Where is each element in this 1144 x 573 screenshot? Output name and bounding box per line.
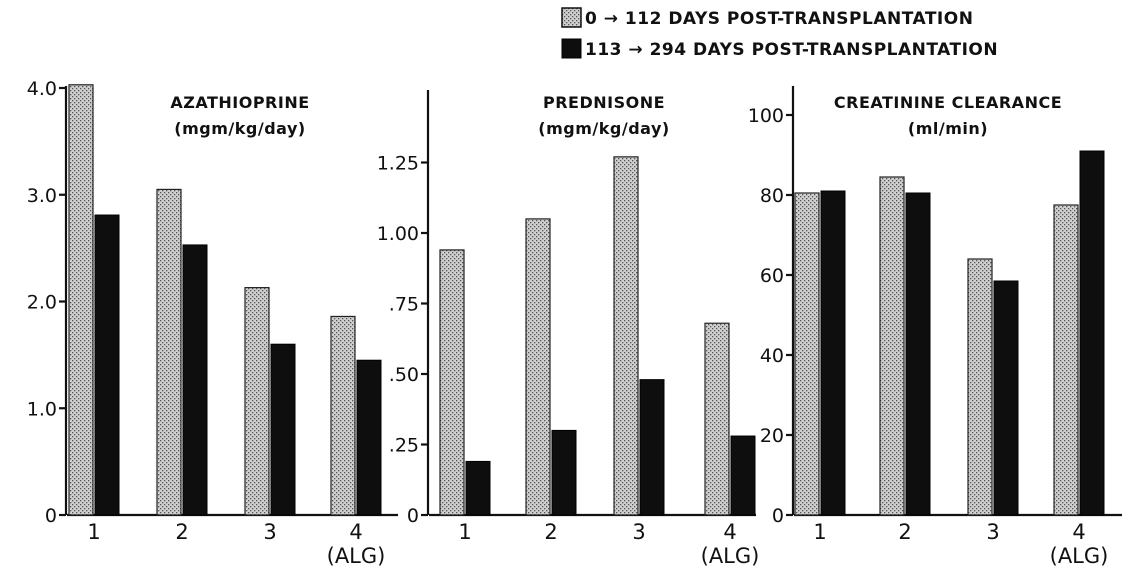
bar-creatinine-cat1-series1 [794,192,820,516]
bar-prednisone-cat4-series1 [704,322,730,516]
y-tick-label-prednisone: .75 [389,294,419,316]
bar-azathioprine-cat1-series1 [68,84,94,516]
bar-azathioprine-cat2-series2 [182,244,208,516]
legend-label-late: 113 → 294 DAYS POST-TRANSPLANTATION [585,40,998,60]
x-tick-label-creatinine: 2 [898,520,911,544]
bar-creatinine-cat3-series1 [967,258,993,516]
y-tick-label-prednisone: .50 [389,364,419,386]
x-tick-label-azathioprine: 1 [87,520,100,544]
y-tick-label-creatinine: 60 [760,265,784,287]
panel-subtitle-creatinine: (ml/min) [908,119,988,138]
y-tick-label-prednisone: 0 [407,505,419,527]
bar-prednisone-cat2-series1 [525,218,551,516]
x-tick-label-creatinine: 4 [1072,520,1085,544]
panel-azathioprine: AZATHIOPRINE (mgm/kg/day) [170,93,309,138]
bar-creatinine-cat3-series2 [993,280,1019,516]
y-tick-label-prednisone: 1.25 [377,153,419,175]
panel-creatinine-clearance: CREATININE CLEARANCE (ml/min) [834,93,1062,138]
y-tick-label-azathioprine: 0 [45,505,57,527]
legend-swatch-stippled [561,7,582,28]
x-tick-label-prednisone: 1 [458,520,471,544]
x-tick-label-azathioprine: 3 [263,520,276,544]
x-tick-note-creatinine: (ALG) [1050,544,1109,568]
bar-azathioprine-cat1-series2 [94,214,120,516]
bar-creatinine-cat2-series1 [879,176,905,516]
y-tick-label-creatinine: 0 [772,505,784,527]
bar-azathioprine-cat4-series2 [356,359,382,516]
y-tick-label-creatinine: 100 [748,105,784,127]
bar-prednisone-cat3-series2 [639,379,665,516]
panel-prednisone: PREDNISONE (mgm/kg/day) [538,93,669,138]
x-tick-label-azathioprine: 2 [175,520,188,544]
x-tick-label-prednisone: 2 [544,520,557,544]
bar-prednisone-cat1-series1 [439,249,465,516]
x-tick-label-prednisone: 4 [723,520,736,544]
bar-azathioprine-cat3-series2 [270,343,296,516]
bar-prednisone-cat4-series2 [730,435,756,516]
bar-prednisone-cat1-series2 [465,460,491,516]
x-tick-label-prednisone: 3 [632,520,645,544]
y-tick-label-creatinine: 20 [760,425,784,447]
y-tick-label-azathioprine: 4.0 [27,78,57,100]
y-tick-label-prednisone: 1.00 [377,223,419,245]
y-tick-label-creatinine: 80 [760,185,784,207]
panel-title-creatinine: CREATININE CLEARANCE [834,93,1062,112]
panel-title-azathioprine: AZATHIOPRINE [170,93,309,112]
y-tick-label-creatinine: 40 [760,345,784,367]
legend-label-early: 0 → 112 DAYS POST-TRANSPLANTATION [585,9,973,29]
x-tick-label-creatinine: 3 [986,520,999,544]
panel-title-prednisone: PREDNISONE [543,93,665,112]
bar-prednisone-cat2-series2 [551,429,577,516]
panel-subtitle-prednisone: (mgm/kg/day) [538,119,669,138]
bar-azathioprine-cat3-series1 [244,287,270,516]
legend: 0 → 112 DAYS POST-TRANSPLANTATION 113 → … [561,7,998,60]
bar-creatinine-cat4-series1 [1053,204,1079,516]
bar-creatinine-cat4-series2 [1079,150,1105,516]
bar-azathioprine-cat2-series1 [156,188,182,516]
bar-creatinine-cat2-series2 [905,192,931,516]
x-tick-note-prednisone: (ALG) [701,544,760,568]
y-tick-label-prednisone: .25 [389,435,419,457]
bar-azathioprine-cat4-series1 [330,315,356,516]
y-tick-label-azathioprine: 2.0 [27,292,57,314]
x-tick-label-azathioprine: 4 [349,520,362,544]
bar-prednisone-cat3-series1 [613,156,639,516]
panel-subtitle-azathioprine: (mgm/kg/day) [174,119,305,138]
legend-swatch-solid [561,38,582,59]
bar-creatinine-cat1-series2 [820,190,846,516]
y-tick-label-azathioprine: 1.0 [27,398,57,420]
x-tick-label-creatinine: 1 [813,520,826,544]
y-tick-label-azathioprine: 3.0 [27,185,57,207]
x-tick-note-azathioprine: (ALG) [327,544,386,568]
